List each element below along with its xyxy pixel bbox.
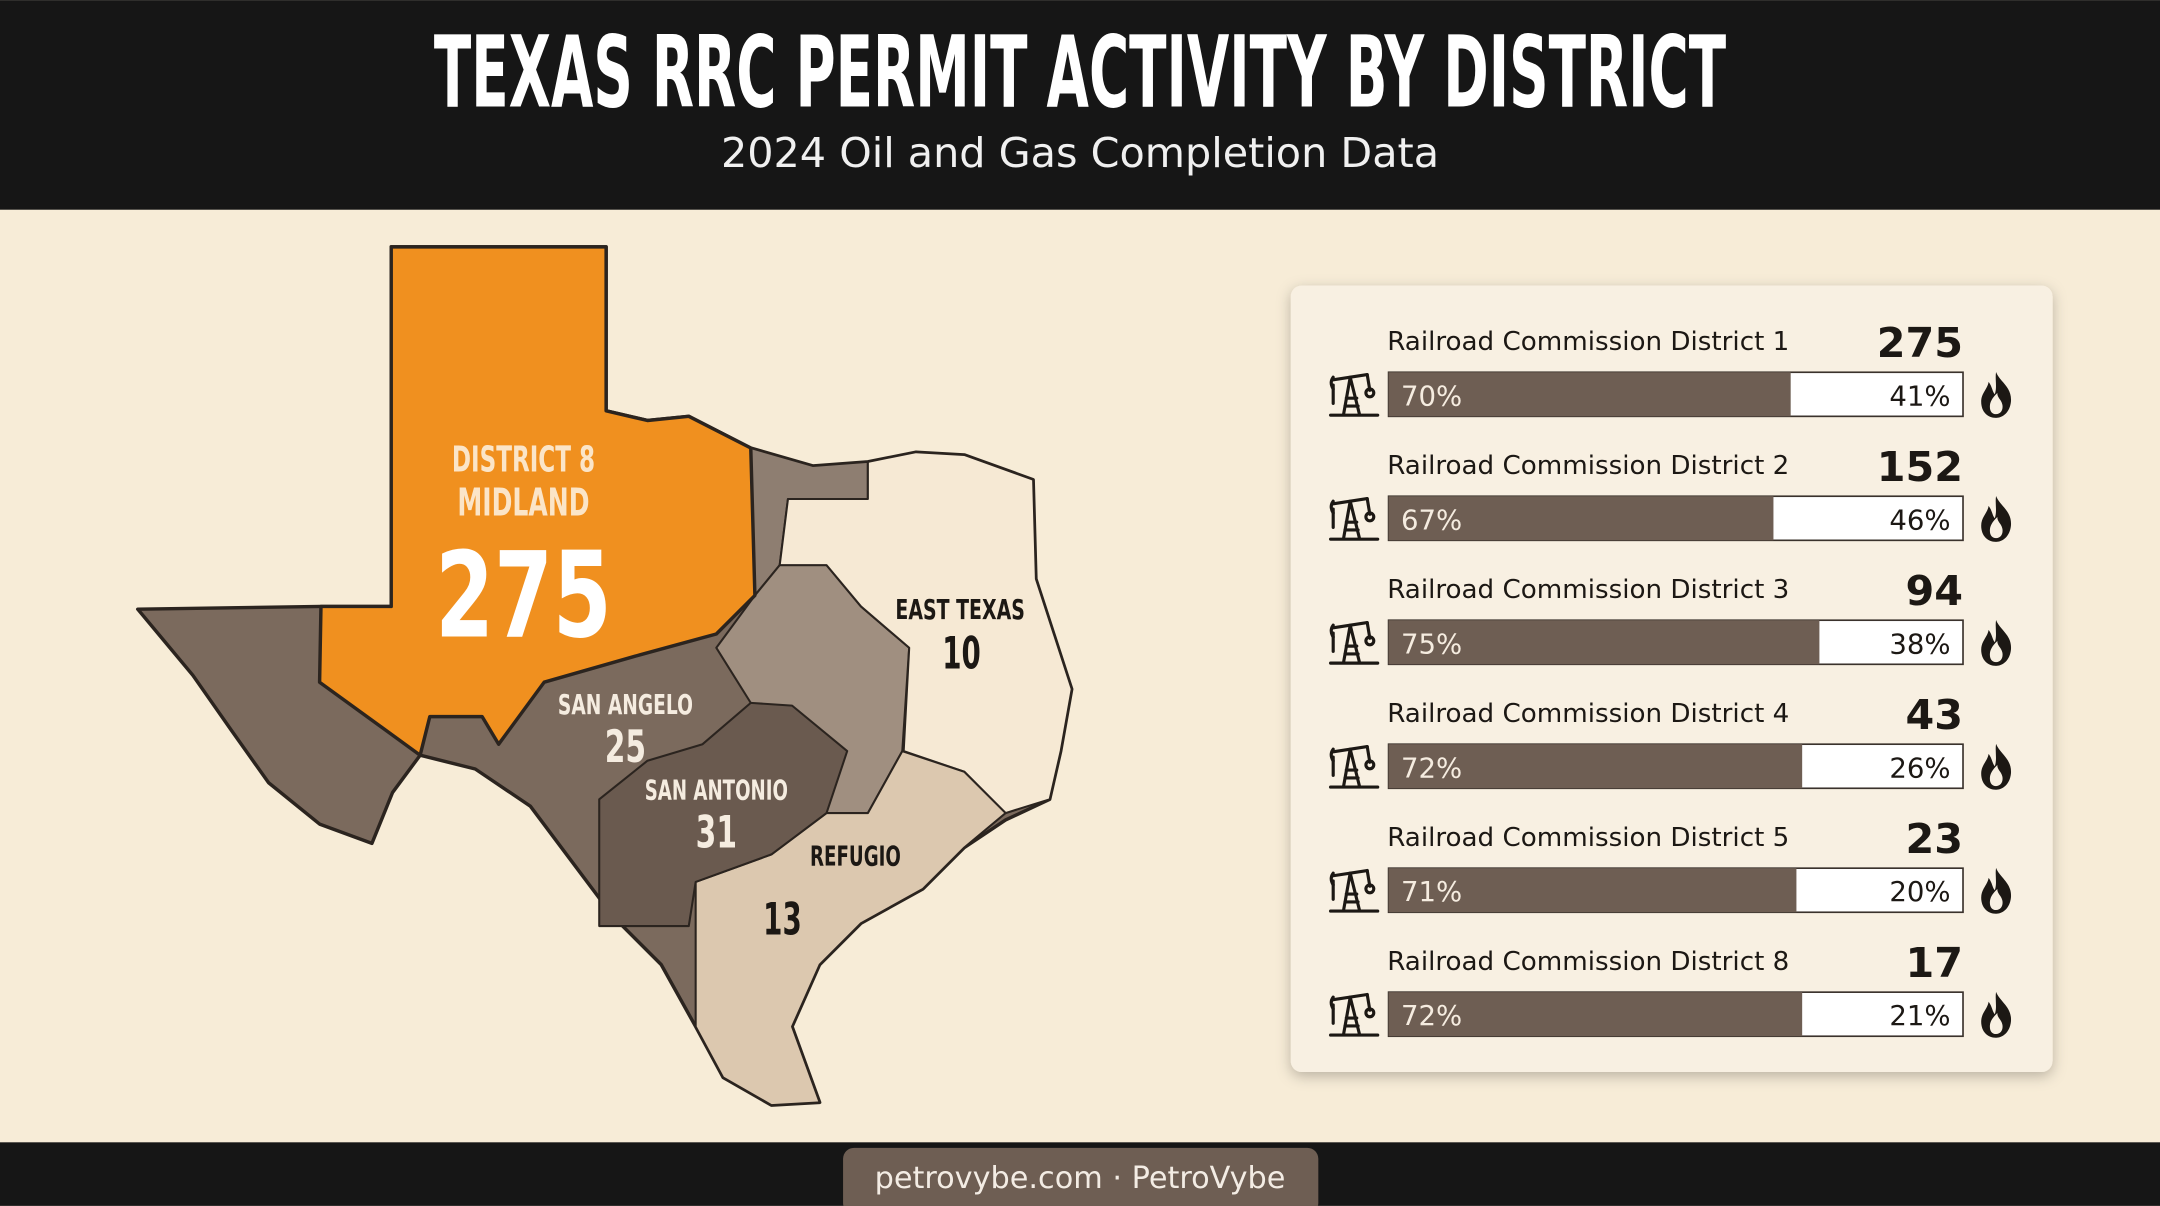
region-name: REFUGIO (810, 840, 901, 872)
region-city: MIDLAND (457, 481, 589, 526)
district-count: 23 (1906, 815, 1964, 863)
region-name: DISTRICT 8 (452, 439, 595, 480)
region-name: SAN ANGELO (558, 689, 693, 721)
rate-label: 46% (1889, 504, 1950, 536)
bar (1388, 868, 1797, 913)
district-name: Railroad Commission District 3 (1387, 575, 1789, 605)
share-label: 67% (1401, 504, 1462, 536)
bar (1388, 992, 1803, 1037)
region-count: 31 (696, 808, 737, 859)
district-8-shape (317, 245, 757, 757)
share-label: 75% (1401, 628, 1462, 660)
bar (1388, 372, 1791, 417)
district-name: Railroad Commission District 4 (1387, 699, 1789, 729)
region-count: 13 (763, 894, 802, 945)
rate-label: 21% (1889, 1000, 1950, 1032)
rate-label: 38% (1889, 628, 1950, 660)
rate-label: 20% (1889, 876, 1950, 908)
bar (1388, 496, 1774, 541)
region-name: EAST TEXAS (895, 594, 1024, 626)
share-label: 72% (1401, 1000, 1462, 1032)
subtitle: 2024 Oil and Gas Completion Data (721, 129, 1439, 177)
share-label: 72% (1401, 752, 1462, 784)
region-count: 25 (605, 722, 646, 773)
title: TEXAS RRC PERMIT ACTIVITY BY DISTRICT (434, 15, 1726, 130)
district-name: Railroad Commission District 8 (1387, 947, 1789, 977)
district-name: Railroad Commission District 5 (1387, 823, 1789, 853)
district-count: 275 (1877, 319, 1963, 367)
rate-label: 26% (1889, 752, 1950, 784)
district-count: 17 (1906, 939, 1964, 987)
district-count: 43 (1906, 691, 1964, 739)
footer-text: petrovybe.com · PetroVybe (875, 1161, 1286, 1196)
share-label: 70% (1401, 380, 1462, 412)
bar (1388, 620, 1820, 665)
region-name: SAN ANTONIO (645, 774, 788, 806)
texas-map (136, 245, 1074, 1107)
footer-pill (843, 1147, 1319, 1206)
region-count: 275 (435, 527, 611, 665)
district-name: Railroad Commission District 1 (1387, 327, 1789, 357)
share-label: 71% (1401, 876, 1462, 908)
header-band (0, 0, 2160, 210)
rate-label: 41% (1889, 380, 1950, 412)
bar (1388, 744, 1803, 789)
district-count: 152 (1877, 443, 1963, 491)
district-count: 94 (1906, 567, 1964, 615)
district-name: Railroad Commission District 2 (1387, 451, 1789, 481)
region-shape (598, 701, 849, 928)
region-count: 10 (942, 628, 981, 679)
